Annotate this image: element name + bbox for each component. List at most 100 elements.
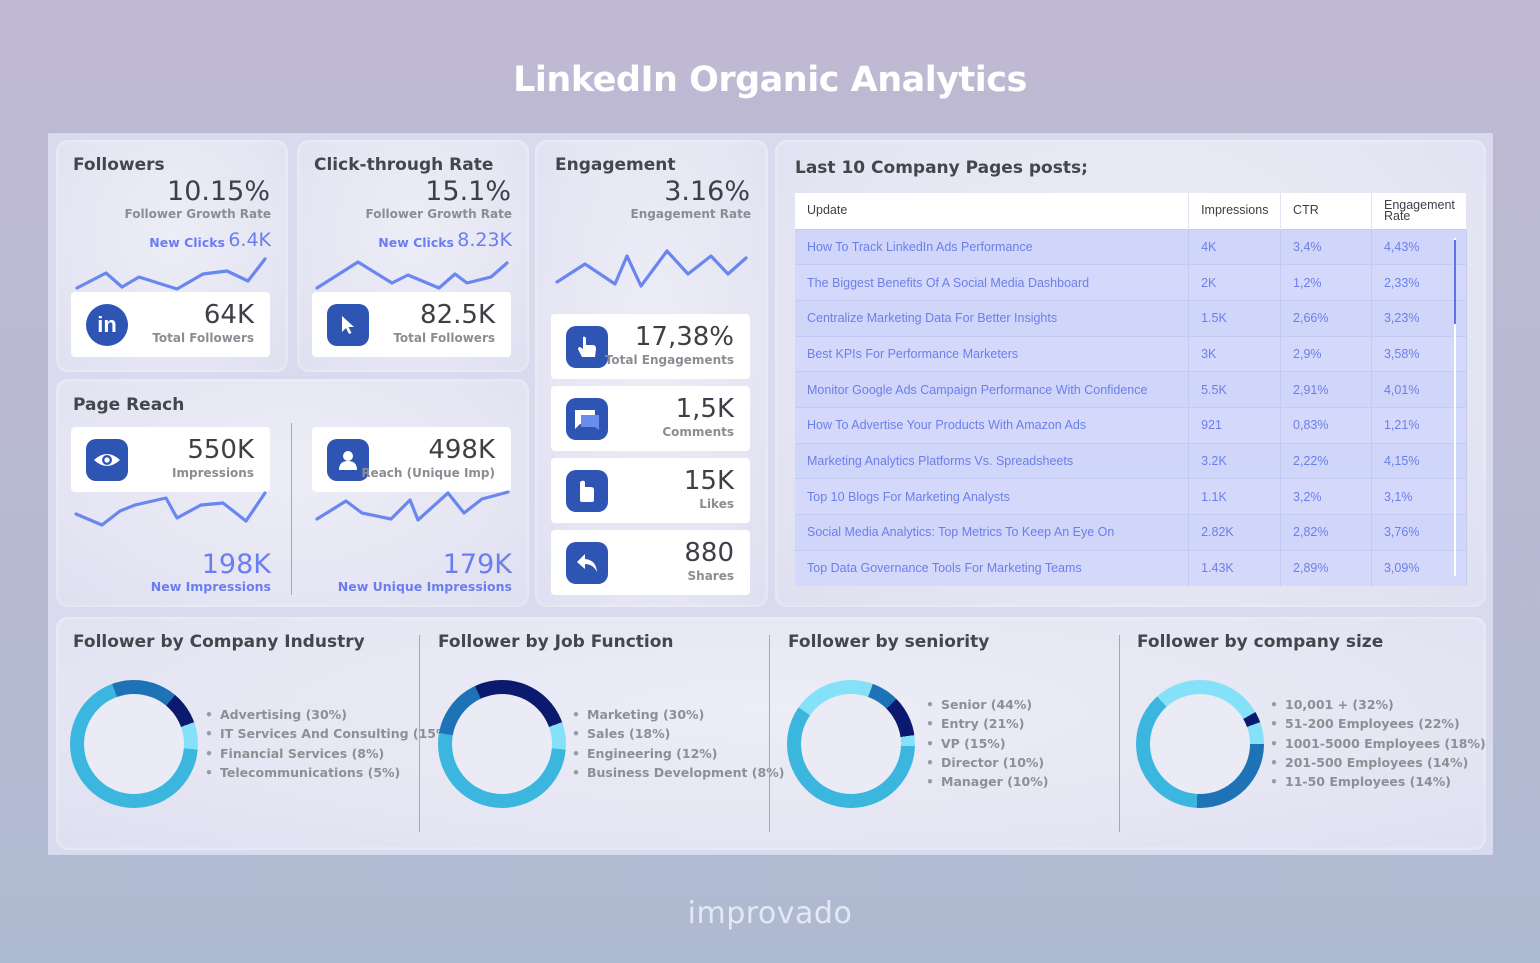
comment-icon bbox=[566, 398, 608, 440]
post-ctr: 0,83% bbox=[1280, 406, 1372, 444]
new-clicks-label: New Clicks bbox=[149, 235, 225, 250]
legend-item: Telecommunications (5%) bbox=[205, 765, 454, 784]
table-row[interactable]: Social Media Analytics: Top Metrics To K… bbox=[795, 514, 1468, 551]
breakdown-divider-3 bbox=[1119, 635, 1120, 832]
likes-tile: 15K Likes bbox=[551, 458, 750, 523]
legend-item: Sales (18%) bbox=[572, 726, 784, 745]
ctr-new-clicks-label: New Clicks bbox=[378, 235, 454, 250]
ctr-title: Click-through Rate bbox=[314, 155, 494, 175]
page-title: LinkedIn Organic Analytics bbox=[513, 60, 1027, 100]
reach-divider bbox=[291, 423, 292, 595]
posts-table: Update Impressions CTR Engagement Rate H… bbox=[795, 193, 1468, 586]
column-header-ctr[interactable]: CTR bbox=[1280, 193, 1372, 229]
user-icon bbox=[327, 439, 369, 481]
post-impressions: 5.5K bbox=[1188, 371, 1282, 408]
table-row[interactable]: Monitor Google Ads Campaign Performance … bbox=[795, 371, 1468, 408]
job-function-title: Follower by Job Function bbox=[438, 632, 674, 652]
shares-value: 880 bbox=[684, 538, 734, 568]
total-followers-tile: in 64K Total Followers bbox=[71, 292, 270, 357]
reach-label: Reach (Unique Imp) bbox=[361, 466, 495, 480]
table-row[interactable]: Top Data Governance Tools For Marketing … bbox=[795, 549, 1468, 586]
total-engagements-label: Total Engagements bbox=[604, 353, 734, 367]
ctr-sparkline bbox=[315, 260, 509, 290]
legend-item: Entry (21%) bbox=[926, 716, 1049, 735]
impressions-tile: 550K Impressions bbox=[71, 427, 270, 492]
post-impressions: 4K bbox=[1188, 228, 1282, 265]
post-ctr: 2,82% bbox=[1280, 514, 1372, 551]
post-title[interactable]: How To Track LinkedIn Ads Performance bbox=[795, 228, 1190, 265]
post-title[interactable]: Top 10 Blogs For Marketing Analysts bbox=[795, 478, 1190, 515]
ctr-card: Click-through Rate 15.1% Follower Growth… bbox=[297, 140, 529, 372]
post-title[interactable]: Best KPIs For Performance Marketers bbox=[795, 335, 1190, 372]
post-ctr: 2,89% bbox=[1280, 549, 1372, 586]
column-header-engagement-rate[interactable]: Engagement Rate bbox=[1371, 193, 1468, 229]
table-scrollbar-track[interactable] bbox=[1454, 238, 1456, 576]
table-row[interactable]: Marketing Analytics Platforms Vs. Spread… bbox=[795, 442, 1468, 479]
legend-item: Advertising (30%) bbox=[205, 707, 454, 726]
comments-tile: 1,5K Comments bbox=[551, 386, 750, 451]
post-impressions: 2.82K bbox=[1188, 514, 1282, 551]
post-engagement-rate: 3,23% bbox=[1371, 299, 1468, 337]
seniority-title: Follower by seniority bbox=[788, 632, 990, 652]
industry-title: Follower by Company Industry bbox=[73, 632, 365, 652]
breakdown-divider-1 bbox=[419, 635, 420, 832]
engagement-rate-value: 3.16% bbox=[664, 176, 750, 207]
shares-tile: 880 Shares bbox=[551, 530, 750, 595]
ctr-new-clicks-value: 8.23K bbox=[457, 229, 512, 251]
ctr-total-tile: 82.5K Total Followers bbox=[312, 292, 511, 357]
table-row[interactable]: The Biggest Benefits Of A Social Media D… bbox=[795, 264, 1468, 301]
post-engagement-rate: 3,1% bbox=[1371, 478, 1468, 515]
post-impressions: 3K bbox=[1188, 335, 1282, 372]
table-scrollbar-thumb[interactable] bbox=[1454, 240, 1456, 324]
post-title[interactable]: Centralize Marketing Data For Better Ins… bbox=[795, 299, 1190, 337]
engagement-title: Engagement bbox=[555, 155, 676, 175]
table-row[interactable]: Best KPIs For Performance Marketers 3K 2,9… bbox=[795, 335, 1468, 372]
table-row[interactable]: Centralize Marketing Data For Better Ins… bbox=[795, 299, 1468, 337]
breakdown-divider-2 bbox=[769, 635, 770, 832]
post-engagement-rate: 4,15% bbox=[1371, 442, 1468, 479]
post-engagement-rate: 3,58% bbox=[1371, 335, 1468, 372]
page-reach-card: Page Reach 550K Impressions 498K Reach (… bbox=[56, 379, 529, 607]
legend-item: Director (10%) bbox=[926, 755, 1049, 774]
post-title[interactable]: Top Data Governance Tools For Marketing … bbox=[795, 549, 1190, 586]
legend-item: IT Services And Consulting (15%) bbox=[205, 726, 454, 745]
total-followers-value: 64K bbox=[203, 300, 254, 330]
legend-item: Manager (10%) bbox=[926, 774, 1049, 793]
table-row[interactable]: How To Advertise Your Products With Amaz… bbox=[795, 406, 1468, 444]
legend-item: Senior (44%) bbox=[926, 697, 1049, 716]
legend-item: Business Development (8%) bbox=[572, 765, 784, 784]
post-title[interactable]: The Biggest Benefits Of A Social Media D… bbox=[795, 264, 1190, 301]
impressions-label: Impressions bbox=[172, 466, 254, 480]
company-size-title: Follower by company size bbox=[1137, 632, 1384, 652]
post-ctr: 2,66% bbox=[1280, 299, 1372, 337]
post-title[interactable]: Monitor Google Ads Campaign Performance … bbox=[795, 371, 1190, 408]
legend-item: 51-200 Employees (22%) bbox=[1270, 716, 1486, 735]
followers-sparkline bbox=[75, 257, 267, 291]
follower-growth-rate-value: 10.15% bbox=[167, 176, 270, 207]
new-unique-impressions-label: New Unique Impressions bbox=[337, 579, 512, 594]
post-title[interactable]: Marketing Analytics Platforms Vs. Spread… bbox=[795, 442, 1190, 479]
reach-tile: 498K Reach (Unique Imp) bbox=[312, 427, 511, 492]
column-header-impressions[interactable]: Impressions bbox=[1188, 193, 1282, 229]
column-header-update[interactable]: Update bbox=[795, 193, 1190, 229]
follower-growth-rate-label: Follower Growth Rate bbox=[124, 207, 271, 221]
linkedin-icon-text: in bbox=[97, 312, 117, 337]
legend-item: VP (15%) bbox=[926, 736, 1049, 755]
post-impressions: 1.5K bbox=[1188, 299, 1282, 337]
total-followers-label: Total Followers bbox=[152, 331, 254, 345]
new-clicks-value: 6.4K bbox=[228, 229, 271, 251]
post-title[interactable]: How To Advertise Your Products With Amaz… bbox=[795, 406, 1190, 444]
table-row[interactable]: Top 10 Blogs For Marketing Analysts 1.1K 3… bbox=[795, 478, 1468, 515]
thumbs-up-icon bbox=[566, 470, 608, 512]
followers-title: Followers bbox=[73, 155, 165, 175]
post-engagement-rate: 4,01% bbox=[1371, 371, 1468, 408]
post-engagement-rate: 3,09% bbox=[1371, 549, 1468, 586]
post-engagement-rate: 4,43% bbox=[1371, 228, 1468, 265]
post-impressions: 1.1K bbox=[1188, 478, 1282, 515]
post-ctr: 3,4% bbox=[1280, 228, 1372, 265]
post-title[interactable]: Social Media Analytics: Top Metrics To K… bbox=[795, 514, 1190, 551]
ctr-rate-value: 15.1% bbox=[425, 176, 511, 207]
legend-item: 1001-5000 Employees (18%) bbox=[1270, 736, 1486, 755]
table-row[interactable]: How To Track LinkedIn Ads Performance 4K 3… bbox=[795, 228, 1468, 265]
comments-value: 1,5K bbox=[675, 394, 734, 424]
